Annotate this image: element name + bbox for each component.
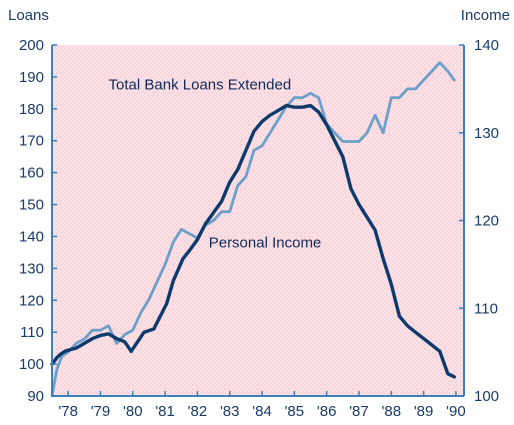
x-tick-label: '81 — [155, 403, 175, 420]
annotation-total-bank-loans: Total Bank Loans Extended — [109, 77, 292, 94]
x-tick-label: '87 — [349, 403, 369, 420]
left-tick-label: 200 — [19, 37, 44, 54]
series-layer — [50, 61, 456, 398]
right-tick-label: 110 — [474, 300, 498, 317]
left-tick-label: 150 — [19, 197, 44, 214]
right-tick-label: 100 — [474, 388, 499, 405]
plot-background — [52, 45, 464, 396]
left-tick-label: 140 — [19, 228, 44, 245]
left-tick-label: 100 — [19, 356, 44, 373]
left-tick-label: 160 — [19, 165, 44, 182]
left-tick-label: 180 — [19, 101, 44, 118]
left-tick-label: 110 — [20, 324, 44, 341]
x-tick-label: '85 — [285, 403, 305, 420]
x-tick-label: '83 — [220, 403, 240, 420]
axes-layer: 90 100 110 120 130 140 150 160 170 180 190 200 100 11… — [19, 37, 499, 420]
x-tick-label: '86 — [317, 403, 337, 420]
right-tick-label: 120 — [474, 213, 499, 230]
x-tick-label: '79 — [91, 403, 111, 420]
x-tick-label: '78 — [58, 403, 78, 420]
right-tick-label: 140 — [474, 37, 499, 54]
left-tick-label: 90 — [27, 388, 44, 405]
x-tick-label: '84 — [252, 403, 272, 420]
right-tick-label: 130 — [474, 125, 499, 142]
left-tick-label: 130 — [19, 260, 44, 277]
series-line-total-bank-loans — [50, 103, 456, 379]
right-axis-title: Income — [461, 7, 510, 24]
annotation-personal-income: Personal Income — [209, 235, 322, 252]
x-tick-label: '90 — [446, 403, 466, 420]
left-tick-label: 120 — [19, 292, 44, 309]
labels-layer: Loans Income Total Bank Loans Extended Pers… — [8, 7, 510, 252]
x-tick-label: '89 — [414, 403, 434, 420]
left-axis-title: Loans — [8, 7, 49, 24]
x-tick-label: '82 — [188, 403, 208, 420]
x-tick-label: '88 — [382, 403, 402, 420]
left-tick-label: 170 — [19, 133, 44, 150]
left-tick-label: 190 — [19, 69, 44, 86]
x-tick-label: '80 — [123, 403, 143, 420]
